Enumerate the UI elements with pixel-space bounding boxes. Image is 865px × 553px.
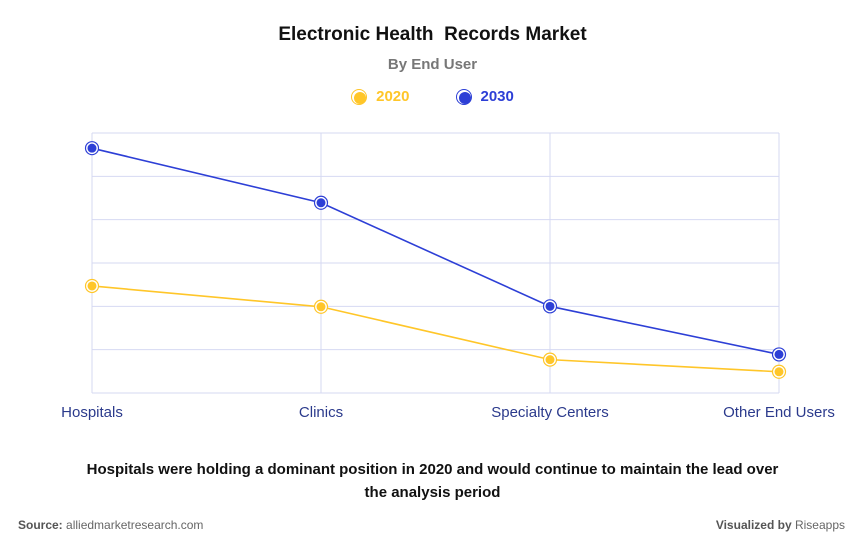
- line-chart: Hospitals Clinics Specialty Centers Other E…: [61, 132, 835, 421]
- data-point-2020: [316, 302, 326, 312]
- credit-link[interactable]: Riseapps: [794, 518, 845, 532]
- series-line-2020: [91, 285, 780, 373]
- data-point-2020: [774, 367, 784, 377]
- chart-caption: Hospitals were holding a dominant positi…: [86, 461, 779, 501]
- source-link[interactable]: alliedmarketresearch.com: [66, 518, 204, 532]
- data-point-2030: [87, 143, 97, 153]
- legend-label-2020: 2020: [376, 88, 410, 105]
- legend-item-2020[interactable]: 2020: [351, 88, 410, 105]
- chart-subtitle: By End User: [387, 56, 478, 73]
- source-label: Source:: [18, 518, 63, 532]
- series-line-2030: [91, 147, 780, 356]
- x-tick-label: Clinics: [299, 404, 343, 421]
- credit-label: Visualized by: [715, 518, 792, 532]
- chart-legend: 2020 2030: [0, 88, 865, 105]
- data-point-2030: [774, 349, 784, 359]
- chart-title: Electronic Health Records Market: [278, 24, 587, 45]
- source-note: Source: alliedmarketresearch.com: [18, 518, 203, 532]
- x-tick-label: Other End Users: [723, 404, 835, 421]
- data-point-2020: [87, 281, 97, 291]
- legend-label-2030: 2030: [480, 88, 514, 105]
- legend-swatch-2030: [455, 88, 472, 105]
- data-point-2030: [316, 198, 326, 208]
- legend-item-2030[interactable]: 2030: [455, 88, 514, 105]
- x-tick-label: Specialty Centers: [491, 404, 609, 421]
- credit-note: Visualized by Riseapps: [716, 518, 845, 532]
- x-tick-label: Hospitals: [61, 404, 123, 421]
- legend-swatch-2020: [351, 88, 368, 105]
- data-point-2030: [545, 301, 555, 311]
- data-point-2020: [545, 355, 555, 365]
